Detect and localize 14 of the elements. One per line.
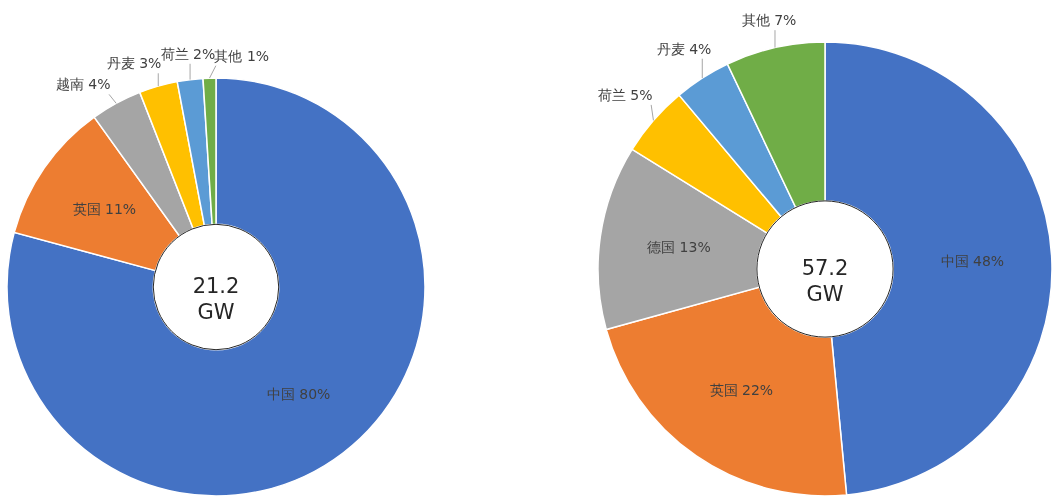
slice-label: 丹麦 4%	[656, 40, 712, 57]
slice-label: 其他 7%	[741, 12, 797, 29]
text: 57.2 GW	[801, 256, 849, 307]
slice-label: 荷兰 5%	[597, 86, 653, 103]
slice-label: 其他 1%	[214, 47, 270, 64]
slice-label: 中国 80%	[266, 385, 331, 402]
slice-label: 英国 11%	[72, 200, 137, 217]
slice-label: 德国 13%	[647, 239, 711, 255]
slice-label: 丹麦 3%	[106, 55, 162, 72]
slice-label: 越南 4%	[55, 76, 111, 93]
slice-label: 英国 22%	[709, 381, 774, 398]
text: 21.2 GW	[192, 274, 240, 325]
slice-label: 中国 48%	[940, 252, 1005, 269]
donut-slice	[6, 77, 426, 497]
